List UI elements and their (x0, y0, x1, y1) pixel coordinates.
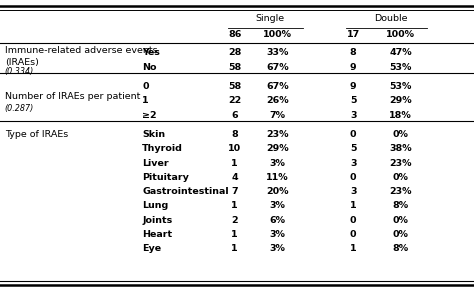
Text: (IRAEs): (IRAEs) (5, 58, 38, 68)
Text: 0%: 0% (392, 130, 409, 139)
Text: 26%: 26% (266, 96, 289, 105)
Text: No: No (142, 63, 157, 72)
Text: 0: 0 (350, 216, 356, 225)
Text: 8%: 8% (392, 201, 409, 210)
Text: 23%: 23% (389, 159, 412, 168)
Text: 4: 4 (231, 173, 238, 182)
Text: 3: 3 (350, 111, 356, 120)
Text: Heart: Heart (142, 230, 173, 239)
Text: 20%: 20% (266, 187, 289, 196)
Text: Number of IRAEs per patient: Number of IRAEs per patient (5, 92, 140, 101)
Text: 23%: 23% (266, 130, 289, 139)
Text: 7%: 7% (269, 111, 285, 120)
Text: 28: 28 (228, 48, 241, 57)
Text: 29%: 29% (389, 96, 412, 105)
Text: 33%: 33% (266, 48, 289, 57)
Text: 5: 5 (350, 96, 356, 105)
Text: 22: 22 (228, 96, 241, 105)
Text: (0.334): (0.334) (5, 67, 34, 76)
Text: 1: 1 (350, 244, 356, 253)
Text: Gastrointestinal: Gastrointestinal (142, 187, 229, 196)
Text: 53%: 53% (389, 63, 412, 72)
Text: 17: 17 (346, 30, 360, 39)
Text: 86: 86 (228, 30, 241, 39)
Text: 0%: 0% (392, 216, 409, 225)
Text: 10: 10 (228, 144, 241, 153)
Text: 23%: 23% (389, 187, 412, 196)
Text: Eye: Eye (142, 244, 161, 253)
Text: 67%: 67% (266, 82, 289, 91)
Text: Skin: Skin (142, 130, 165, 139)
Text: 38%: 38% (389, 144, 412, 153)
Text: 0: 0 (350, 230, 356, 239)
Text: 3%: 3% (269, 159, 285, 168)
Text: Lung: Lung (142, 201, 168, 210)
Text: Pituitary: Pituitary (142, 173, 189, 182)
Text: 1: 1 (231, 159, 238, 168)
Text: 8: 8 (350, 48, 356, 57)
Text: 11%: 11% (266, 173, 289, 182)
Text: Type of IRAEs: Type of IRAEs (5, 130, 68, 139)
Text: 3%: 3% (269, 230, 285, 239)
Text: 6%: 6% (269, 216, 285, 225)
Text: ≥2: ≥2 (142, 111, 157, 120)
Text: 6: 6 (231, 111, 238, 120)
Text: 100%: 100% (386, 30, 415, 39)
Text: 3: 3 (350, 159, 356, 168)
Text: 8: 8 (231, 130, 238, 139)
Text: Joints: Joints (142, 216, 173, 225)
Text: 2: 2 (231, 216, 238, 225)
Text: 3: 3 (350, 187, 356, 196)
Text: 1: 1 (231, 201, 238, 210)
Text: 58: 58 (228, 82, 241, 91)
Text: 67%: 67% (266, 63, 289, 72)
Text: 7: 7 (231, 187, 238, 196)
Text: 100%: 100% (263, 30, 292, 39)
Text: 0%: 0% (392, 173, 409, 182)
Text: Liver: Liver (142, 159, 169, 168)
Text: 1: 1 (231, 230, 238, 239)
Text: 0: 0 (350, 130, 356, 139)
Text: 8%: 8% (392, 244, 409, 253)
Text: Double: Double (374, 15, 408, 23)
Text: Thyroid: Thyroid (142, 144, 183, 153)
Text: 29%: 29% (266, 144, 289, 153)
Text: (0.287): (0.287) (5, 104, 34, 113)
Text: 0%: 0% (392, 230, 409, 239)
Text: 1: 1 (142, 96, 149, 105)
Text: 58: 58 (228, 63, 241, 72)
Text: 0: 0 (350, 173, 356, 182)
Text: Yes: Yes (142, 48, 160, 57)
Text: 53%: 53% (389, 82, 412, 91)
Text: 9: 9 (350, 63, 356, 72)
Text: Immune-related adverse events: Immune-related adverse events (5, 46, 157, 55)
Text: 3%: 3% (269, 201, 285, 210)
Text: 1: 1 (231, 244, 238, 253)
Text: 47%: 47% (389, 48, 412, 57)
Text: 0: 0 (142, 82, 149, 91)
Text: 5: 5 (350, 144, 356, 153)
Text: 9: 9 (350, 82, 356, 91)
Text: 3%: 3% (269, 244, 285, 253)
Text: Single: Single (255, 15, 285, 23)
Text: 18%: 18% (389, 111, 412, 120)
Text: 1: 1 (350, 201, 356, 210)
